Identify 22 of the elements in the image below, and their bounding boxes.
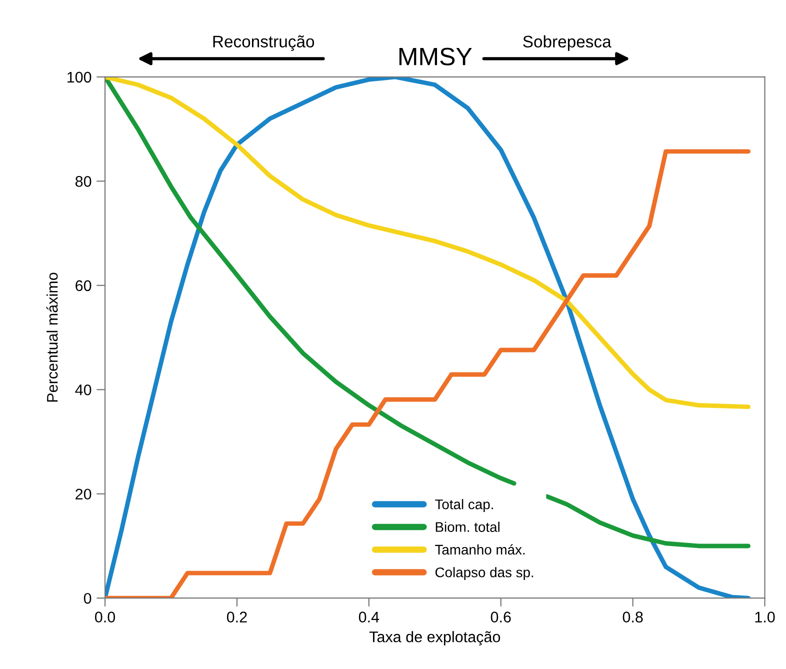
y-tick-label: 80 [75,176,92,187]
x-tick-label: 1.0 [755,612,775,622]
legend-label: Tamanho máx. [435,544,525,555]
y-tick-label: 20 [76,488,92,500]
y-tick-label: 60 [76,280,92,292]
legend-label: Biom. total [436,522,500,532]
text: MMSY [399,48,472,66]
x-tick-label: 0.6 [490,612,511,622]
x-tick-label: 0.2 [226,612,247,622]
legend-label: Colapso das sp. [435,567,534,580]
text: Reconstrução [213,35,314,51]
x-tick-label: 0.4 [358,612,380,622]
text: Sobrepesca [523,35,612,51]
y-tick-label: 0 [84,592,92,604]
y-tick-label: 40 [75,384,92,396]
line-series [105,76,751,410]
x-tick-label: 0.8 [622,612,643,622]
y-tick-label: 100 [67,72,92,83]
x-tick-label: 0.0 [94,612,116,622]
y-axis-title: Percentual máximo [46,272,58,402]
legend-label: Total cap. [435,499,493,512]
x-axis-title: Taxa de explotação [369,631,500,646]
